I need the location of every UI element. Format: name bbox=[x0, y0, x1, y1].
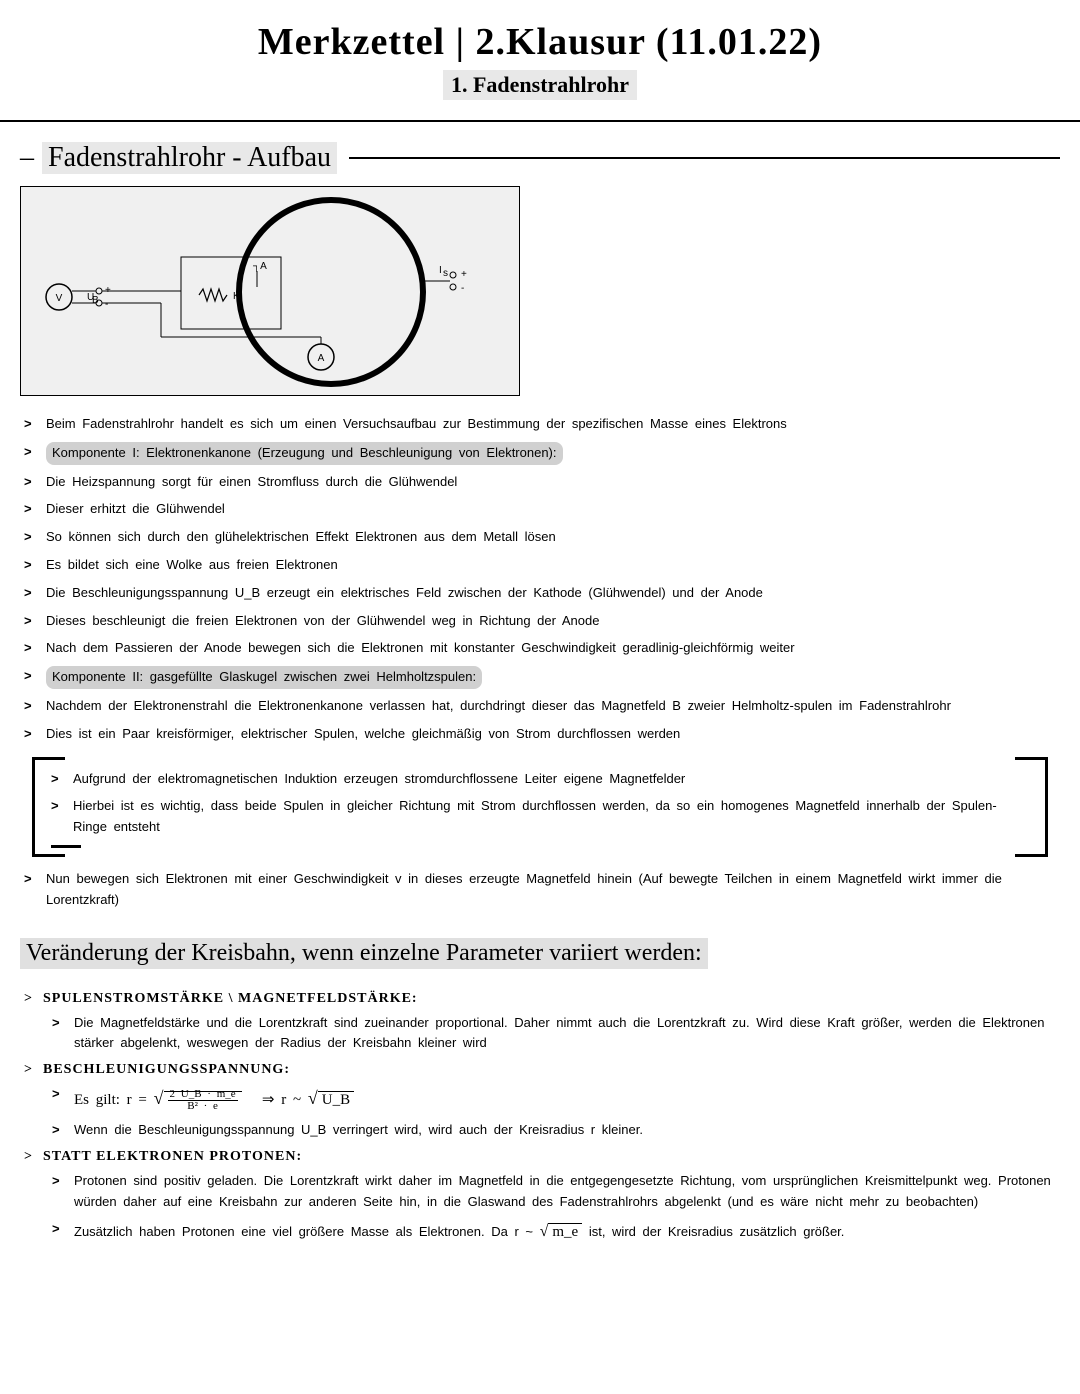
bullet-line: >Dieses beschleunigt die freien Elektron… bbox=[24, 611, 1056, 632]
bullet-line: >Dieser erhitzt die Glühwendel bbox=[24, 499, 1056, 520]
voltmeter-label: V bbox=[56, 293, 63, 304]
bullet-line: >Komponente I: Elektronenkanone (Erzeugu… bbox=[24, 442, 1056, 465]
svg-text:+: + bbox=[461, 269, 467, 280]
bullet-line: >Die Heizspannung sorgt für einen Stromf… bbox=[24, 472, 1056, 493]
svg-text:A: A bbox=[318, 353, 325, 364]
section2-body: >SPULENSTROMSTÄRKE \ MAGNETFELDSTÄRKE: >D… bbox=[0, 991, 1080, 1245]
bullet-line: >Die Beschleunigungsspannung U_B erzeugt… bbox=[24, 583, 1056, 604]
bullet-line: >Dies ist ein Paar kreisförmiger, elektr… bbox=[24, 724, 1056, 745]
section-heading-1: – Fadenstrahlrohr - Aufbau bbox=[0, 142, 1080, 174]
bullet-line: >So können sich durch den glühelektrisch… bbox=[24, 527, 1056, 548]
svg-text:I: I bbox=[439, 265, 442, 276]
svg-text:-: - bbox=[105, 299, 108, 310]
section1-body: >Beim Fadenstrahlrohr handelt es sich um… bbox=[0, 414, 1080, 745]
info-box: >Aufgrund der elektromagnetischen Indukt… bbox=[32, 757, 1048, 857]
section1-after-box: >Nun bewegen sich Elektronen mit einer G… bbox=[0, 869, 1080, 911]
page-title: Merkzettel | 2.Klausur (11.01.22) bbox=[0, 20, 1080, 64]
svg-text:B: B bbox=[92, 295, 99, 306]
box-line: >Hierbei ist es wichtig, dass beide Spul… bbox=[51, 796, 1029, 838]
sub-bullet-line: >Zusätzlich haben Protonen eine viel grö… bbox=[24, 1219, 1056, 1245]
sub-bullet-line: >Es gilt: r = √2 U_B · m_eB² · e ⇒ r ~ √… bbox=[24, 1084, 1056, 1113]
bullet-line: >Nun bewegen sich Elektronen mit einer G… bbox=[24, 869, 1056, 911]
bullet-line: >Komponente II: gasgefüllte Glaskugel zw… bbox=[24, 666, 1056, 689]
parameter-heading: >SPULENSTROMSTÄRKE \ MAGNETFELDSTÄRKE: bbox=[24, 991, 1056, 1007]
bullet-line: >Beim Fadenstrahlrohr handelt es sich um… bbox=[24, 414, 1056, 435]
bullet-line: >Nachdem der Elektronenstrahl die Elektr… bbox=[24, 696, 1056, 717]
parameter-heading: >STATT ELEKTRONEN PROTONEN: bbox=[24, 1149, 1056, 1165]
svg-text:-: - bbox=[461, 283, 464, 294]
bullet-line: >Es bildet sich eine Wolke aus freien El… bbox=[24, 555, 1056, 576]
svg-text:K: K bbox=[233, 291, 240, 302]
bullet-line: >Nach dem Passieren der Anode bewegen si… bbox=[24, 638, 1056, 659]
box-line: >Aufgrund der elektromagnetischen Indukt… bbox=[51, 769, 1029, 790]
divider bbox=[0, 120, 1080, 122]
page-subtitle: 1. Fadenstrahlrohr bbox=[443, 70, 637, 100]
sub-bullet-line: >Protonen sind positiv geladen. Die Lore… bbox=[24, 1171, 1056, 1213]
svg-text:┐A: ┐A bbox=[252, 261, 267, 272]
circuit-diagram: V UB + - K ┐A A Is + - bbox=[20, 186, 520, 396]
sub-bullet-line: >Die Magnetfeldstärke und die Lorentzkra… bbox=[24, 1013, 1056, 1055]
parameter-heading: >BESCHLEUNIGUNGSSPANNUNG: bbox=[24, 1062, 1056, 1078]
sub-bullet-line: >Wenn die Beschleunigungsspannung U_B ve… bbox=[24, 1120, 1056, 1141]
svg-text:s: s bbox=[443, 268, 448, 279]
section2-heading: Veränderung der Kreisbahn, wenn einzelne… bbox=[20, 938, 708, 969]
